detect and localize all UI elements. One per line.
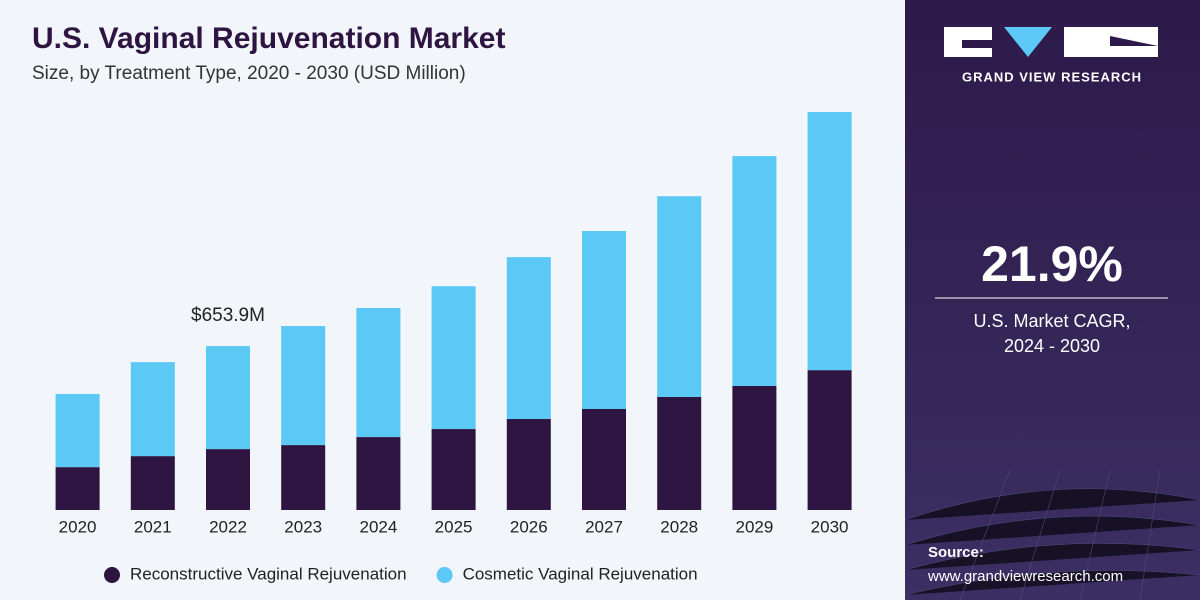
x-tick-label: 2027 <box>585 517 623 536</box>
x-tick-label: 2020 <box>59 517 97 536</box>
legend-label: Reconstructive Vaginal Rejuvenation <box>130 564 407 583</box>
bar-segment <box>431 429 476 510</box>
source-url: www.grandviewresearch.com <box>927 568 1123 585</box>
x-tick-label: 2029 <box>735 517 773 536</box>
cagr-value: 21.9% <box>981 236 1123 292</box>
bar-segment <box>506 257 551 420</box>
bar-segment <box>55 393 100 468</box>
x-tick-label: 2030 <box>811 517 849 536</box>
cagr-label: 2024 - 2030 <box>1004 336 1100 356</box>
bar-segment <box>356 437 401 510</box>
bar-segment <box>506 419 551 510</box>
x-tick-label: 2021 <box>134 517 172 536</box>
x-tick-label: 2022 <box>209 517 247 536</box>
bar-segment <box>356 307 401 438</box>
bar-segment <box>206 449 250 510</box>
chart-title: U.S. Vaginal Rejuvenation Market <box>32 22 505 55</box>
bar-segment <box>657 396 702 510</box>
legend-marker <box>436 567 453 583</box>
logo <box>944 27 1158 57</box>
bar-segment <box>130 362 175 457</box>
legend-marker <box>104 567 120 583</box>
x-tick-label: 2026 <box>510 517 548 536</box>
x-tick-label: 2023 <box>284 517 322 536</box>
x-tick-label: 2025 <box>435 517 473 536</box>
data-label: $653.9M <box>191 305 265 326</box>
bar-segment <box>807 370 852 510</box>
cagr-label: U.S. Market CAGR, <box>973 311 1130 331</box>
chart-subtitle: Size, by Treatment Type, 2020 - 2030 (US… <box>32 63 466 84</box>
bar-segment <box>55 467 100 510</box>
bar-segment <box>732 385 777 510</box>
bar-segment <box>281 326 326 446</box>
legend-label: Cosmetic Vaginal Rejuvenation <box>463 564 698 583</box>
bar-segment <box>582 408 626 510</box>
x-tick-label: 2024 <box>359 517 397 536</box>
x-tick-label: 2028 <box>660 517 698 536</box>
bar-segment <box>807 112 852 371</box>
bar-segment <box>657 196 702 397</box>
brand: GRAND VIEW RESEARCH <box>962 69 1142 84</box>
source-title: Source: <box>928 544 984 561</box>
bar-segment <box>130 456 175 510</box>
bar-segment <box>732 156 777 386</box>
bar-segment <box>281 445 326 510</box>
bar-segment <box>206 346 250 450</box>
bar-segment <box>431 286 476 430</box>
bar-segment <box>582 231 626 409</box>
grid-decoration <box>904 469 1200 601</box>
